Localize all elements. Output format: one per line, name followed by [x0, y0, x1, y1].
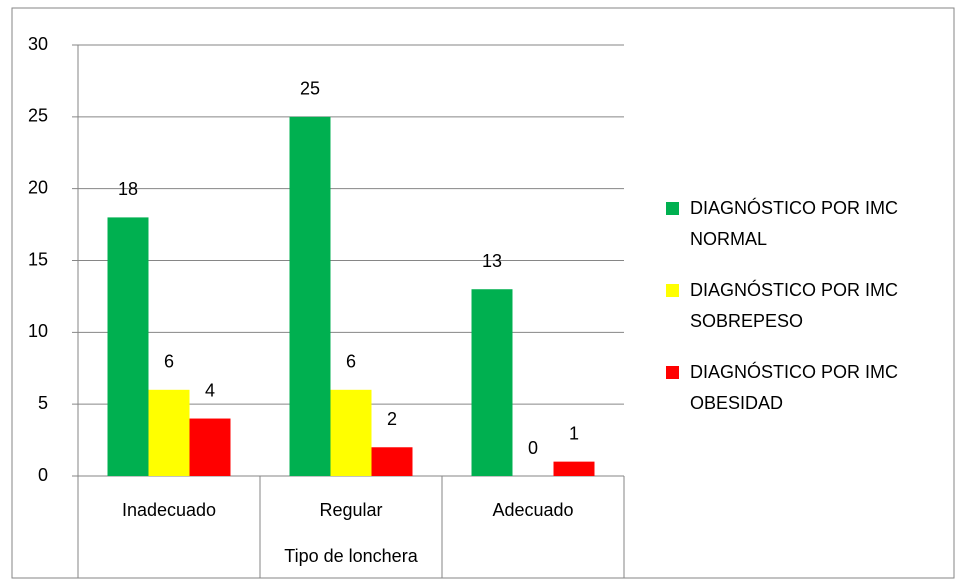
data-label: 1 — [569, 423, 579, 443]
legend-label: DIAGNÓSTICO POR IMC SOBREPESO — [690, 280, 899, 331]
y-tick-label: 0 — [38, 465, 48, 485]
data-label: 6 — [164, 352, 174, 372]
bar — [553, 461, 595, 476]
data-label: 2 — [387, 409, 397, 429]
y-tick-label: 15 — [28, 249, 48, 269]
y-tick-label: 25 — [28, 106, 48, 126]
legend-swatch — [666, 366, 679, 379]
y-tick-label: 10 — [28, 321, 48, 341]
bar — [189, 418, 231, 476]
data-label: 0 — [528, 438, 538, 458]
data-label: 25 — [300, 79, 320, 99]
bar — [148, 389, 190, 476]
y-tick-label: 20 — [28, 177, 48, 197]
x-tick-label: Inadecuado — [122, 500, 216, 520]
bar — [330, 389, 372, 476]
x-tick-label: Adecuado — [492, 500, 573, 520]
bar — [107, 217, 149, 476]
x-tick-label: Regular — [319, 500, 382, 520]
bar — [471, 289, 513, 476]
y-tick-label: 5 — [38, 393, 48, 413]
legend-label: DIAGNÓSTICO POR IMC NORMAL — [690, 198, 899, 249]
x-axis-title: Tipo de lonchera — [284, 546, 418, 566]
legend-label: DIAGNÓSTICO POR IMC OBESIDAD — [690, 362, 899, 413]
data-label: 6 — [346, 352, 356, 372]
bar — [289, 116, 331, 476]
data-label: 4 — [205, 380, 215, 400]
data-label: 13 — [482, 251, 502, 271]
bar — [371, 447, 413, 476]
data-label: 18 — [118, 179, 138, 199]
legend-swatch — [666, 202, 679, 215]
legend-swatch — [666, 284, 679, 297]
y-tick-label: 30 — [28, 34, 48, 54]
